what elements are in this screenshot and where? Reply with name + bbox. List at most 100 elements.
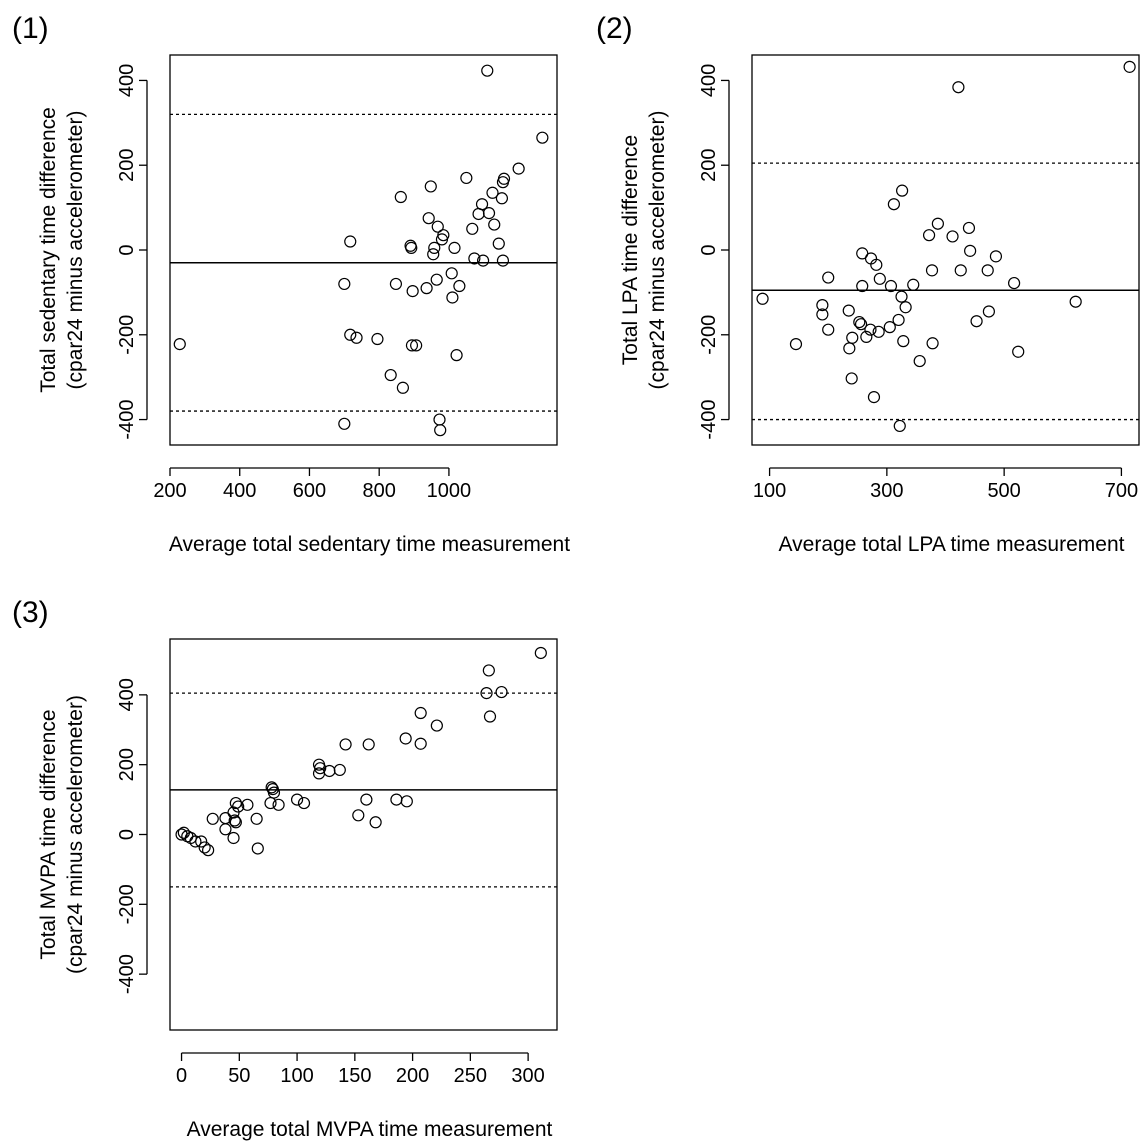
data-point (1123, 60, 1136, 73)
data-point (173, 338, 186, 351)
data-point (872, 325, 885, 338)
data-point (925, 264, 939, 277)
data-point (339, 738, 352, 751)
data-point (897, 335, 910, 348)
data-point (873, 272, 886, 285)
x-axis-title: Average total sedentary time measurement (169, 533, 570, 556)
y-tick-label: -200 (116, 315, 138, 355)
data-point (495, 685, 508, 699)
data-point (981, 264, 994, 277)
data-point (466, 222, 479, 235)
data-point (1012, 345, 1025, 358)
data-point (297, 796, 311, 810)
data-point (264, 796, 277, 810)
y-axis-title-line-2: (cpar24 minus accelerometer) (646, 111, 669, 390)
data-point (982, 305, 995, 318)
data-point (405, 339, 419, 352)
data-point (430, 719, 443, 732)
data-point (468, 252, 481, 265)
data-point (427, 248, 440, 261)
data-point (362, 738, 375, 751)
data-point (430, 273, 443, 286)
data-point (460, 171, 473, 185)
data-point (369, 816, 382, 829)
data-point (860, 330, 873, 344)
y-axis-title-line-1: Total MVPA time difference (37, 709, 60, 959)
x-tick-label: 200 (396, 1065, 429, 1087)
data-point (854, 318, 868, 331)
data-point (534, 646, 547, 660)
data-point (536, 131, 549, 144)
data-point (406, 285, 419, 298)
x-tick-label: 200 (153, 480, 186, 502)
data-point (446, 291, 459, 304)
panel-label: (2) (596, 12, 633, 45)
data-point (428, 241, 441, 254)
data-point (219, 811, 232, 825)
data-point (913, 354, 926, 368)
plot-frame (169, 638, 558, 1031)
data-point (497, 172, 511, 185)
data-point (495, 192, 509, 205)
data-point (954, 264, 967, 277)
chart-panel-1: (1) 200 400 600 800 1000 -400 -200 0 200 400 Averag… (12, 12, 570, 556)
data-point (453, 279, 466, 293)
data-point (481, 64, 494, 77)
y-tick-label: -200 (698, 315, 720, 355)
data-point (789, 338, 803, 351)
data-point (227, 831, 240, 845)
y-tick-label: 200 (116, 149, 138, 182)
data-point (344, 328, 357, 341)
data-point (926, 337, 939, 350)
data-point (922, 229, 936, 242)
data-point (899, 301, 912, 314)
data-point (486, 186, 499, 199)
data-point (206, 812, 219, 825)
data-point (1008, 276, 1021, 290)
x-tick-label: 400 (223, 480, 256, 502)
data-point (272, 798, 285, 811)
x-tick-label: 500 (987, 480, 1020, 502)
x-tick-label: 300 (511, 1065, 544, 1087)
data-point (424, 180, 437, 193)
y-tick-label: 0 (698, 244, 720, 255)
data-point (198, 841, 211, 854)
data-point (970, 315, 983, 328)
data-point (333, 763, 346, 777)
data-point (390, 793, 403, 806)
panel-label: (3) (12, 596, 49, 629)
x-tick-label: 100 (753, 480, 786, 502)
data-point (420, 282, 433, 295)
chart-panel-2: (2) 100 300 500 700 -400 -200 0 200 400 Average to… (596, 12, 1140, 556)
data-point (219, 823, 232, 836)
data-point (845, 372, 858, 385)
data-point (410, 339, 423, 352)
data-point (483, 710, 497, 723)
data-point (414, 706, 427, 720)
x-tick-label: 700 (1105, 480, 1138, 502)
data-point (946, 230, 959, 243)
data-point (895, 290, 908, 303)
data-point (964, 244, 977, 257)
y-tick-label: 0 (116, 829, 138, 840)
y-tick-label: -400 (116, 400, 138, 440)
data-point (360, 793, 373, 806)
data-point (400, 795, 413, 808)
y-tick-label: -400 (116, 954, 138, 994)
data-point (405, 241, 418, 254)
x-axis-title: Average total LPA time measurement (779, 533, 1125, 556)
data-point (952, 81, 965, 94)
x-axis-title: Average total MVPA time measurement (187, 1118, 553, 1141)
data-point (853, 315, 866, 329)
y-axis-title-line-1: Total LPA time difference (619, 135, 642, 365)
data-point (434, 424, 447, 437)
data-point (843, 342, 856, 355)
x-tick-label: 0 (176, 1065, 187, 1087)
data-point (229, 816, 242, 829)
data-point (512, 162, 525, 175)
y-tick-label: 200 (116, 748, 138, 781)
chart-panel-3: (3) 0 50 100 150 200 250 300 -400 -200 0 200 400 Aver… (12, 596, 558, 1141)
data-point (896, 184, 909, 197)
data-point (816, 308, 829, 321)
